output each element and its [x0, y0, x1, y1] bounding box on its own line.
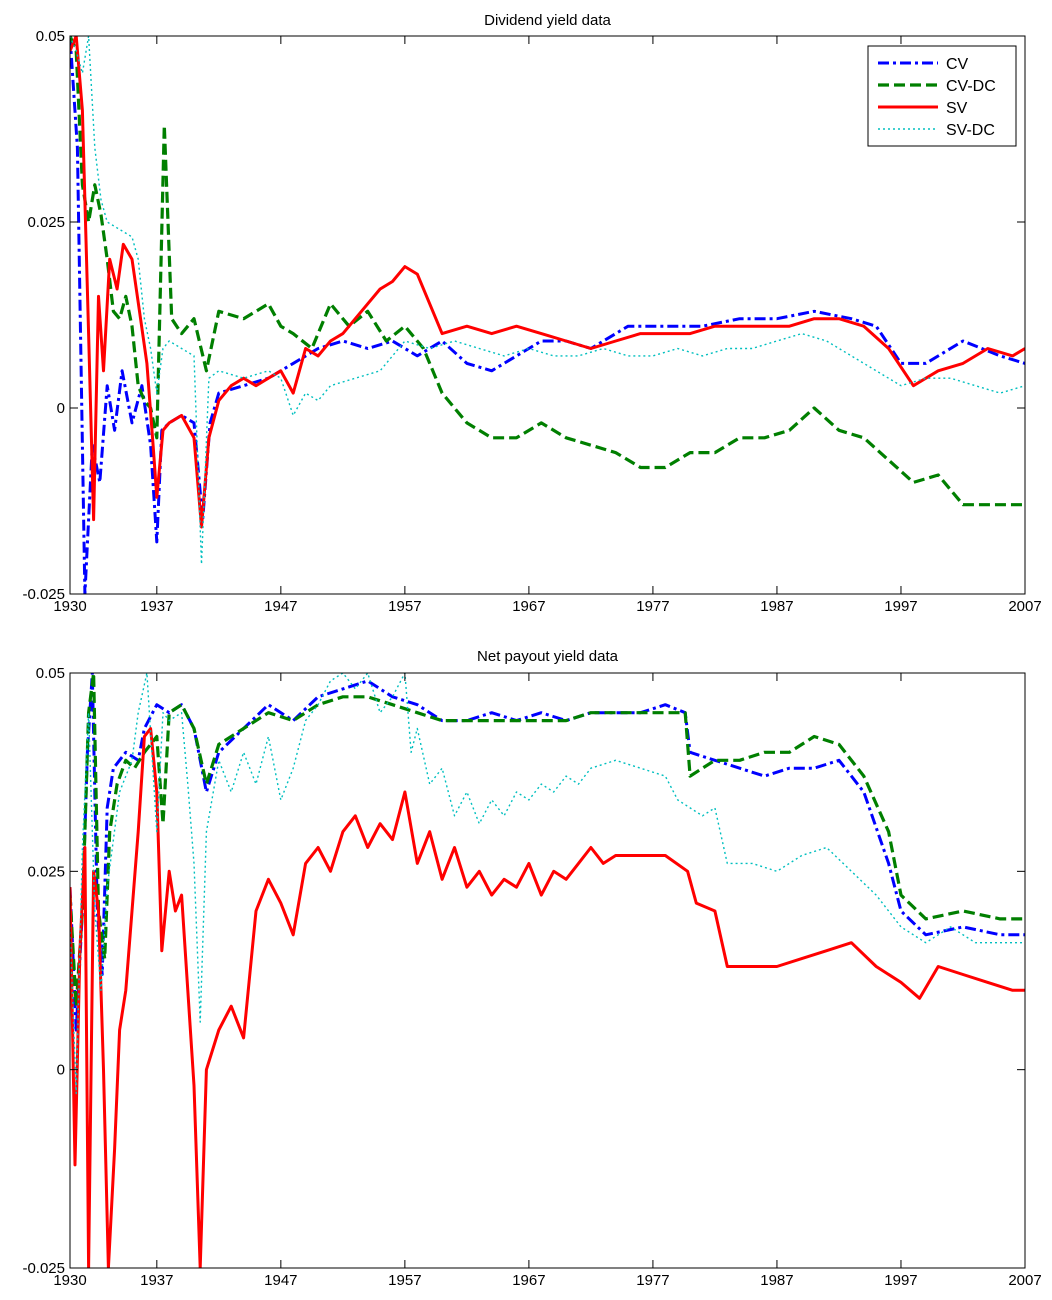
chart-0-xtick-label-0: 1930 [53, 598, 86, 615]
chart-1-xtick-label-1: 1937 [140, 1272, 173, 1289]
chart-1-ytick-label-1: 0 [57, 1062, 65, 1079]
chart-0-lines [70, 36, 1025, 594]
chart-0-xtick-label-6: 1987 [760, 598, 793, 615]
chart-1-ytick-label-3: 0.05 [36, 665, 65, 682]
chart-0-ytick-label-3: 0.05 [36, 28, 65, 45]
chart-0-frame [69, 35, 1026, 595]
chart-1-lines [70, 673, 1025, 1268]
chart-0-series-2 [70, 36, 1025, 529]
chart-1-series-2 [70, 727, 1025, 1268]
chart-0: Dividend yield data 1930 1937 1947 1957 1967 1… [22, 12, 1041, 615]
chart-0-xtick-label-5: 1977 [636, 598, 669, 615]
chart-0-ytick-label-2: 0.025 [27, 214, 65, 231]
chart-1-xtick-label-3: 1957 [388, 1272, 421, 1289]
chart-1-ytick-label-2: 0.025 [27, 863, 65, 880]
chart-0-legend-box [867, 45, 1017, 147]
chart-0-xtick-label-4: 1967 [512, 598, 545, 615]
chart-1-plot-area [70, 673, 1025, 1268]
chart-1-xtick-label-7: 1997 [884, 1272, 917, 1289]
chart-0-legend-label-2: SV [946, 100, 968, 117]
chart-0-series-1 [70, 36, 1025, 507]
chart-1-series-0 [70, 673, 1025, 1032]
chart-0-legend-label-3: SV-DC [946, 122, 995, 139]
chart-0-xtick-label-8: 2007 [1008, 598, 1041, 615]
chart-0-xtick-label-1: 1937 [140, 598, 173, 615]
chart-0-legend-label-1: CV-DC [946, 78, 996, 95]
chart-0-ytick-label-0: -0.025 [22, 586, 65, 603]
chart-1-xtick-label-8: 2007 [1008, 1272, 1041, 1289]
chart-1: Net payout yield data 1930 1937 1947 1957 196… [22, 648, 1041, 1289]
chart-1-series-1 [70, 673, 1025, 1008]
chart-1-xtick-label-0: 1930 [53, 1272, 86, 1289]
chart-0-ytick-label-1: 0 [57, 400, 65, 417]
chart-0-legend: CV CV-DC SV SV-DC [867, 45, 1017, 147]
chart-1-frame [69, 672, 1026, 1269]
chart-1-xtick-label-6: 1987 [760, 1272, 793, 1289]
chart-0-legend-label-0: CV [946, 56, 969, 73]
chart-0-xtick-label-3: 1957 [388, 598, 421, 615]
chart-0-xtick-label-2: 1947 [264, 598, 297, 615]
chart-1-xtick-label-5: 1977 [636, 1272, 669, 1289]
chart-0-xtick-label-7: 1997 [884, 598, 917, 615]
chart-1-xtick-label-2: 1947 [264, 1272, 297, 1289]
chart-1-ytick-label-0: -0.025 [22, 1260, 65, 1277]
chart-0-series-3 [70, 36, 1025, 565]
chart-1-xtick-label-4: 1967 [512, 1272, 545, 1289]
chart-0-title: Dividend yield data [484, 12, 611, 29]
chart-1-series-3 [70, 673, 1025, 1095]
chart-1-title: Net payout yield data [477, 648, 619, 665]
